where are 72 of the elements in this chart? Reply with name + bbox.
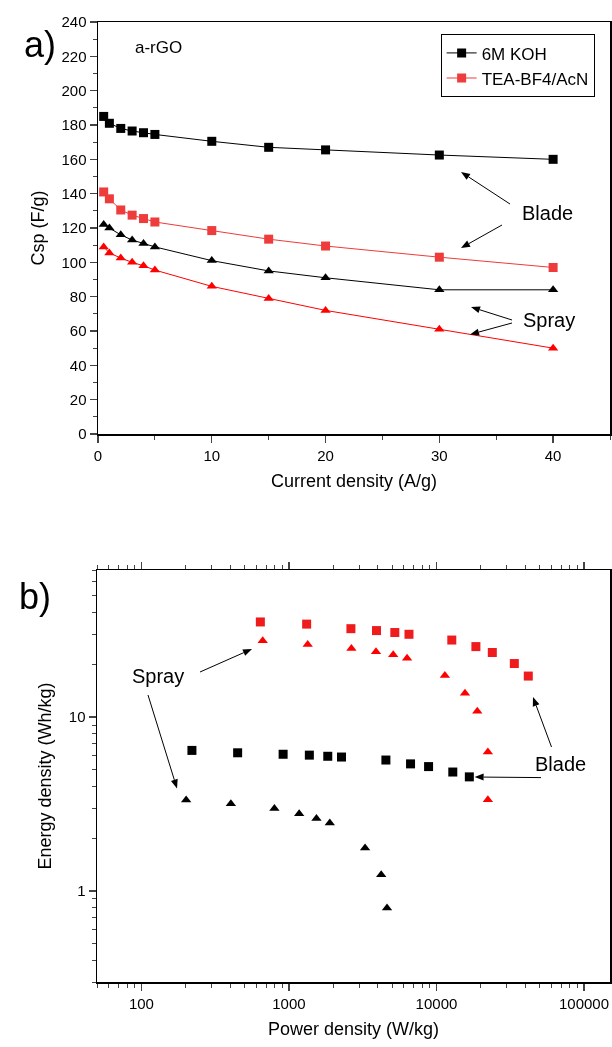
y-tick-label: 60 bbox=[69, 322, 87, 340]
text: a) bbox=[24, 24, 57, 65]
point bbox=[98, 242, 109, 250]
point bbox=[320, 273, 331, 281]
point bbox=[434, 252, 444, 262]
y-tick-label: 100 bbox=[61, 253, 87, 271]
y-tick-label: 220 bbox=[61, 47, 87, 65]
y-tick-label: 10 bbox=[68, 708, 86, 726]
x-tick-label: 30 bbox=[430, 446, 448, 464]
point bbox=[104, 194, 114, 204]
point bbox=[263, 266, 274, 274]
x-tick-label: 10 bbox=[203, 446, 221, 464]
point bbox=[99, 187, 109, 197]
y-tick-label: 160 bbox=[61, 150, 87, 168]
point bbox=[127, 210, 137, 220]
x-tick-label: 40 bbox=[544, 446, 562, 464]
y-tick-label: 180 bbox=[61, 116, 87, 134]
point bbox=[99, 111, 109, 121]
y-tick-label: 1 bbox=[77, 882, 86, 900]
x-tick-label: 100000 bbox=[558, 994, 610, 1012]
point bbox=[206, 281, 217, 289]
annotation: Spray bbox=[523, 309, 576, 331]
y-tick-label: 140 bbox=[61, 184, 87, 202]
legend-label: 6M KOH bbox=[481, 44, 547, 64]
x-tick-label: 100 bbox=[128, 994, 154, 1012]
point bbox=[139, 128, 149, 138]
point bbox=[139, 214, 149, 224]
y-tick-label: 240 bbox=[61, 13, 87, 31]
y-tick-label: 120 bbox=[61, 219, 87, 237]
point bbox=[321, 241, 331, 251]
y-axis-title: Energy density (Wh/kg) bbox=[35, 682, 56, 870]
point bbox=[138, 238, 149, 246]
y-axis-title: Csp (F/g) bbox=[27, 190, 48, 266]
point bbox=[321, 145, 331, 155]
point bbox=[207, 226, 217, 236]
point bbox=[264, 142, 274, 152]
y-tick-label: 0 bbox=[78, 425, 87, 443]
point bbox=[434, 150, 444, 160]
point bbox=[138, 261, 149, 269]
point bbox=[548, 262, 558, 272]
point bbox=[320, 305, 331, 313]
point bbox=[150, 129, 160, 139]
x-tick-label: 0 bbox=[93, 446, 103, 464]
point bbox=[116, 123, 126, 133]
point bbox=[115, 230, 126, 238]
text: b) bbox=[19, 576, 52, 617]
point bbox=[207, 136, 217, 146]
y-tick-label: 40 bbox=[69, 356, 87, 374]
annotation: Blade bbox=[535, 753, 587, 775]
annotation: Spray bbox=[132, 665, 185, 687]
x-tick-label: 10000 bbox=[415, 994, 458, 1012]
point bbox=[115, 253, 126, 261]
point bbox=[548, 154, 558, 164]
point bbox=[434, 285, 445, 293]
y-tick-label: 80 bbox=[69, 287, 87, 305]
annotation: a-rGO bbox=[135, 38, 183, 57]
x-tick-label: 20 bbox=[317, 446, 334, 464]
point bbox=[150, 217, 160, 227]
x-tick-label: 1000 bbox=[272, 994, 306, 1012]
point bbox=[264, 234, 274, 244]
x-axis-title: Power density (W/kg) bbox=[267, 1019, 440, 1040]
y-tick-label: 200 bbox=[61, 81, 87, 99]
y-tick-label: 20 bbox=[69, 390, 87, 408]
point bbox=[104, 118, 114, 128]
point bbox=[434, 324, 445, 332]
point bbox=[263, 293, 274, 301]
point bbox=[104, 248, 115, 256]
legend-label: TEA-BF4/AcN bbox=[481, 69, 589, 89]
x-axis-title: Current density (A/g) bbox=[270, 471, 438, 492]
point bbox=[127, 126, 137, 136]
annotation: Blade bbox=[522, 202, 574, 224]
point bbox=[116, 205, 126, 215]
